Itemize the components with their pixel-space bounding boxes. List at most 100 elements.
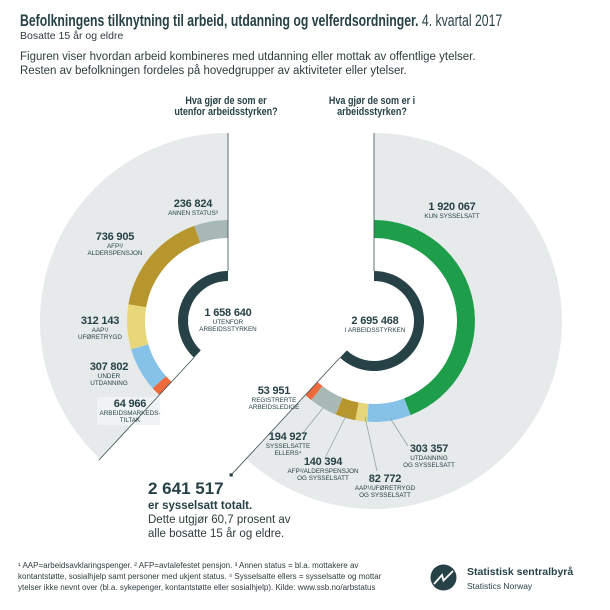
label-value: 2 695 468 [351, 315, 399, 327]
total-employed-callout: 2 641 517 er sysselsatt totalt. Dette ut… [148, 479, 291, 541]
label-text: ARBEIDSMARKEDS- [99, 410, 161, 417]
label-registrerte-arbeidsledige: 53 951 REGISTRERTE ARBEIDSLEDIGE [249, 385, 300, 411]
label-text: ARBEIDSLEDIGE [248, 404, 300, 411]
footnote-line: ¹ AAP=arbeidsavklaringspenger. ² AFP=avt… [18, 561, 359, 570]
question-line: Hva gjør de som er [185, 95, 267, 107]
label-text: ANNEN STATUS³ [168, 210, 218, 217]
label-text: OG SYSSELSATT [297, 475, 349, 482]
label-text: AFP²/ALDERSPENSJON [287, 468, 359, 475]
sector-background-left [39, 133, 228, 459]
footnote-line: ytelser ikke nevnt over (bl.a. sykepenge… [18, 583, 376, 592]
segment-right-3 [335, 397, 359, 421]
label-value: 53 951 [257, 385, 291, 397]
sector-edges [98, 133, 375, 477]
label-text: REGISTRERTE [251, 397, 297, 404]
total-employed-value: 2 641 517 [148, 479, 224, 498]
label-utdanning-og-sysselsatt: 303 357 UTDANNING OG SYSSELSATT [403, 443, 455, 469]
label-text: UTENFOR [212, 319, 244, 326]
segment-right-1 [367, 398, 411, 422]
subtitle: Bosatte 15 år og eldre [20, 30, 124, 42]
label-afp-og-sysselsatt: 140 394 AFP²/ALDERSPENSJON OG SYSSELSATT [287, 456, 358, 482]
total-employed-text: alle bosatte 15 år og eldre. [148, 528, 285, 540]
label-text: AAP¹/UFØRETRYGD [354, 485, 416, 492]
label-sysselsatte-ellers: 194 927 SYSSELSATTE ELLERS⁴ [266, 431, 310, 457]
segment-right-5 [305, 381, 323, 401]
edge-line-diagonal-left [98, 357, 195, 461]
brand-name: Statistisk sentralbyrå [467, 566, 574, 578]
label-text: UFØRETRYGD [78, 334, 122, 341]
question-line: arbeidsstyrken? [337, 106, 407, 118]
brand-name-english: Statistics Norway [467, 581, 533, 591]
label-value: 312 143 [80, 315, 120, 327]
description: Figuren viser hvordan arbeid kombineres … [20, 50, 476, 78]
edge-line-diagonal-right [230, 357, 341, 476]
donut-rings [126, 220, 475, 422]
label-value: 140 394 [303, 456, 343, 468]
description-line: Resten av befolkningen fordeles på hoved… [20, 65, 407, 77]
label-under-utdanning: 307 802 UNDER UTDANNING [89, 361, 129, 387]
label-kun-sysselsatt: 1 920 067 KUN SYSSELSATT [424, 201, 479, 220]
label-value: 1 658 640 [204, 307, 252, 319]
sector-backgrounds [39, 133, 562, 509]
segment-left-4 [152, 376, 172, 396]
segment-left-2 [126, 304, 149, 350]
title-period: 4. kvartal 2017 [421, 11, 503, 30]
label-text: TILTAK [119, 417, 141, 424]
label-utenfor-total: 1 658 640 UTENFOR ARBEIDSSTYRKEN [199, 307, 256, 333]
question-in-workforce: Hva gjør de som er i arbeidsstyrken? [329, 96, 415, 118]
label-value: 236 824 [173, 198, 213, 210]
label-aap-og-sysselsatt: 82 772 AAP¹/UFØRETRYGD OG SYSSELSATT [355, 473, 415, 499]
leader-lines [302, 407, 409, 472]
page-title: Befolkningens tilknytning til arbeid, ut… [20, 11, 502, 31]
title-main: Befolkningens tilknytning til arbeid, ut… [20, 11, 419, 30]
label-value: 307 802 [89, 361, 129, 373]
label-text: ARBEIDSSTYRKEN [199, 326, 257, 333]
ssb-logo-icon [430, 564, 457, 591]
description-line: Figuren viser hvordan arbeid kombineres … [20, 51, 476, 63]
label-value: 64 966 [113, 398, 147, 410]
segment-left-1 [128, 225, 201, 308]
label-text: ALDERSPENSJON [87, 250, 143, 257]
label-text: UNDER [97, 373, 121, 380]
label-text: AAP¹/ [91, 327, 109, 334]
label-arbeidsmarkedstiltak: 64 966 ARBEIDSMARKEDS- TILTAK [100, 398, 161, 424]
label-text: OG SYSSELSATT [403, 462, 455, 469]
sector-background-right [246, 133, 562, 509]
total-ring-right [339, 271, 425, 371]
question-line: utenfor arbeidsstyrken? [174, 106, 278, 118]
label-value: 82 772 [368, 473, 402, 485]
label-afp: 736 905 AFP²/ ALDERSPENSJON [88, 231, 143, 257]
label-annen-status: 236 824 ANNEN STATUS³ [168, 198, 218, 217]
label-text: KUN SYSSELSATT [424, 213, 480, 220]
leader-line-utdanning-syss [389, 417, 409, 447]
leader-line-aap-syss [364, 416, 378, 472]
segment-right-0 [374, 220, 475, 416]
leader-line-sysselsatte-ellers [302, 407, 324, 434]
question-line: Hva gjør de som er i [328, 95, 416, 107]
label-text: UTDANNING [410, 455, 448, 462]
callout-dot [229, 473, 233, 477]
label-text: OG SYSSELSATT [359, 492, 411, 499]
footnote-line: kontantstøtte, sosialhjelp samt personer… [18, 572, 382, 581]
label-value: 194 927 [268, 431, 308, 443]
label-value: 736 905 [95, 231, 135, 243]
footnote: ¹ AAP=arbeidsavklaringspenger. ² AFP=avt… [18, 560, 381, 593]
leader-line-afp-syss [324, 413, 348, 459]
label-i-arbeidsstyrken-total: 2 695 468 I ARBEIDSSTYRKEN [345, 315, 406, 334]
label-text: ELLERS⁴ [274, 450, 302, 457]
label-value: 303 357 [409, 443, 449, 455]
segment-left-3 [131, 344, 167, 389]
segment-left-0 [194, 220, 228, 243]
total-ring-left [178, 271, 228, 358]
label-value: 1 920 067 [428, 201, 476, 213]
label-text: UTDANNING [90, 380, 128, 387]
logo-zigzag [433, 570, 454, 585]
segment-right-4 [311, 386, 343, 415]
total-employed-caption: er sysselsatt totalt. [148, 500, 253, 512]
label-text: I ARBEIDSSTYRKEN [344, 327, 406, 334]
total-employed-text: Dette utgjør 60,7 prosent av [148, 514, 291, 526]
label-text: AFP²/ [106, 243, 124, 250]
question-outside-workforce: Hva gjør de som er utenfor arbeidsstyrke… [174, 96, 277, 118]
tiltak-label-box [97, 397, 160, 425]
